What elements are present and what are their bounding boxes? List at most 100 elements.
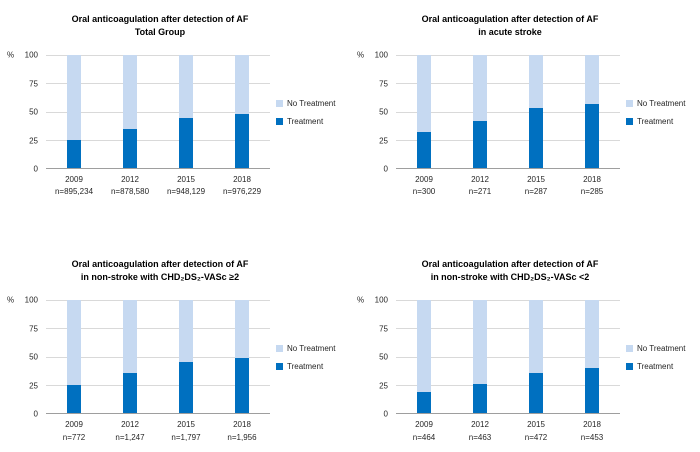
y-tick-label: 75 [29, 79, 38, 89]
n-label: n=453 [580, 432, 604, 442]
treatment-swatch [276, 362, 283, 370]
x-axis-label: 2015 n=472 [525, 419, 547, 444]
n-label: n=1,797 [171, 432, 201, 442]
gridline [396, 139, 620, 141]
bar-no-treatment [529, 300, 543, 414]
x-axis-label: 2018 n=285 [581, 174, 603, 199]
no-treatment-swatch [626, 344, 633, 352]
y-tick-label: 75 [29, 324, 38, 334]
x-axis-label: 2009 n=464 [413, 419, 435, 444]
no-treatment-swatch [276, 344, 283, 352]
gridline [396, 300, 620, 302]
y-axis-unit: % [7, 295, 15, 305]
bar-treatment [235, 113, 249, 169]
bar-treatment [123, 128, 137, 169]
chart-title: Oral anticoagulation after detection of … [421, 259, 599, 270]
bar-no-treatment [473, 300, 487, 414]
x-axis-labels: 2009 n=464 2012 n=463 2015 n=472 2018 n=453 [396, 419, 620, 447]
n-label: n=1,956 [227, 432, 257, 442]
y-tick-label: 50 [29, 352, 38, 362]
gridline [46, 55, 270, 57]
year-label: 2012 [471, 420, 489, 430]
year-label: 2009 [415, 175, 433, 185]
n-label: n=300 [412, 187, 436, 197]
bar-no-treatment [179, 55, 193, 169]
legend-label: No Treatment [637, 343, 686, 353]
bar-no-treatment [473, 55, 487, 169]
legend-item-no-treatment: No Treatment [276, 344, 350, 353]
legend-item-treatment: Treatment [276, 117, 350, 126]
year-label: 2012 [121, 175, 139, 185]
bar-treatment [67, 384, 81, 414]
plot-area [46, 55, 270, 170]
year-label: 2009 [65, 175, 83, 185]
chart-acute-stroke: Oral anticoagulation after detection of … [350, 13, 700, 202]
x-axis-label: 2012 n=1,247 [115, 419, 144, 444]
year-label: 2018 [233, 175, 251, 185]
chart-subtitle: in non-stroke with CHD₂DS₂-VASc ≥2 [80, 272, 240, 283]
y-tick-label: 0 [33, 164, 38, 174]
bar-treatment [585, 103, 599, 169]
legend-item-no-treatment: No Treatment [626, 344, 700, 353]
y-axis-unit: % [357, 50, 365, 60]
n-label: n=285 [580, 187, 604, 197]
legend-label: Treatment [637, 116, 674, 126]
year-label: 2015 [527, 420, 545, 430]
bar-treatment [473, 120, 487, 169]
treatment-swatch [276, 117, 283, 125]
bar-treatment [529, 372, 543, 414]
bar-no-treatment [123, 300, 137, 414]
x-axis-labels: 2009 n=772 2012 n=1,247 2015 n=1,797 2018 n=1,9… [46, 419, 270, 447]
chart-title-block: Oral anticoagulation after detection of … [354, 13, 666, 39]
bar-treatment [473, 383, 487, 414]
gridline [396, 356, 620, 358]
legend-item-treatment: Treatment [626, 117, 700, 126]
y-axis-ticks: 100 75 50 25 0 [368, 51, 390, 174]
bar-treatment [235, 357, 249, 414]
x-axis-label: 2012 n=271 [469, 174, 491, 199]
bar-treatment [123, 372, 137, 414]
n-label: n=464 [412, 432, 436, 442]
chart-nonstroke-vasc-lt2: Oral anticoagulation after detection of … [350, 258, 700, 447]
chart-nonstroke-vasc-ge2: Oral anticoagulation after detection of … [0, 258, 350, 447]
y-tick-label: 25 [29, 381, 38, 391]
y-tick-label: 0 [33, 409, 38, 419]
gridline [396, 55, 620, 57]
x-axis-label: 2009 n=895,234 [55, 174, 93, 199]
chart-title: Oral anticoagulation after detection of … [71, 259, 249, 270]
x-axis-label: 2012 n=463 [469, 419, 491, 444]
year-label: 2012 [471, 175, 489, 185]
bar-no-treatment [235, 300, 249, 414]
gridline [46, 139, 270, 141]
gridline [396, 328, 620, 330]
year-label: 2009 [65, 420, 83, 430]
x-axis-label: 2009 n=772 [63, 419, 85, 444]
chart-title-block: Oral anticoagulation after detection of … [4, 258, 316, 284]
bar-no-treatment [585, 55, 599, 169]
x-axis-labels: 2009 n=895,234 2012 n=878,580 2015 n=948,129 2… [46, 174, 270, 202]
legend: No Treatment Treatment [276, 99, 350, 126]
plot-area [396, 300, 620, 415]
year-label: 2009 [415, 420, 433, 430]
n-label: n=271 [468, 187, 492, 197]
treatment-swatch [626, 362, 633, 370]
year-label: 2018 [583, 420, 601, 430]
legend: No Treatment Treatment [276, 344, 350, 371]
gridline [396, 384, 620, 386]
chart-title: Oral anticoagulation after detection of … [421, 14, 599, 24]
gridline [46, 328, 270, 330]
y-tick-label: 25 [379, 381, 388, 391]
chart-subtitle: in acute stroke [478, 27, 542, 38]
y-axis-unit: % [7, 50, 15, 60]
legend-label: No Treatment [637, 98, 686, 108]
bar-treatment [179, 362, 193, 414]
year-label: 2015 [177, 175, 195, 185]
treatment-swatch [626, 117, 633, 125]
plot-area [46, 300, 270, 415]
legend: No Treatment Treatment [626, 344, 700, 371]
bar-no-treatment [67, 55, 81, 169]
y-tick-label: 100 [24, 50, 38, 60]
legend-label: Treatment [287, 116, 324, 126]
y-tick-label: 50 [379, 352, 388, 362]
